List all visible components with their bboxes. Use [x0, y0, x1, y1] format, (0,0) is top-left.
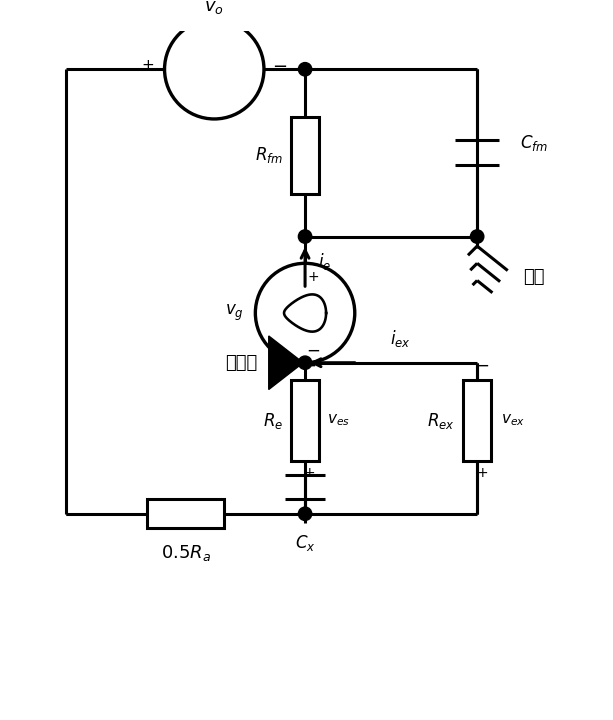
Bar [147, 500, 224, 528]
Bar [463, 380, 492, 462]
Text: $+$: $+$ [141, 58, 154, 73]
Text: 采样地: 采样地 [225, 354, 257, 372]
Text: $-$: $-$ [272, 56, 287, 74]
Text: $C_x$: $C_x$ [295, 533, 315, 553]
Text: $0.5R_a$: $0.5R_a$ [161, 544, 211, 564]
Text: $v_{ex}$: $v_{ex}$ [501, 413, 525, 428]
Text: $v_o$: $v_o$ [204, 0, 224, 16]
Text: $-$: $-$ [306, 341, 320, 359]
Text: $+$: $+$ [476, 466, 488, 480]
Text: $v_{es}$: $v_{es}$ [327, 413, 350, 428]
Text: $v_g$: $v_g$ [225, 303, 244, 323]
Text: $i_e$: $i_e$ [318, 251, 332, 272]
Circle shape [299, 356, 312, 369]
Text: $C_{fm}$: $C_{fm}$ [520, 133, 549, 153]
Text: $i_{ex}$: $i_{ex}$ [390, 328, 411, 349]
Text: $R_e$: $R_e$ [263, 410, 283, 431]
Bar [291, 380, 319, 462]
Text: $R_{ex}$: $R_{ex}$ [427, 410, 455, 431]
Circle shape [299, 507, 312, 521]
Bar [291, 117, 319, 194]
Text: $+$: $+$ [303, 466, 315, 480]
Text: $R_{fm}$: $R_{fm}$ [255, 145, 283, 166]
Text: $-$: $-$ [302, 355, 316, 373]
Circle shape [470, 230, 484, 243]
Text: $-$: $-$ [475, 355, 489, 373]
Circle shape [299, 230, 312, 243]
Circle shape [299, 63, 312, 76]
Polygon shape [268, 336, 303, 390]
Text: $+$: $+$ [306, 270, 319, 284]
Text: 大地: 大地 [523, 268, 544, 286]
